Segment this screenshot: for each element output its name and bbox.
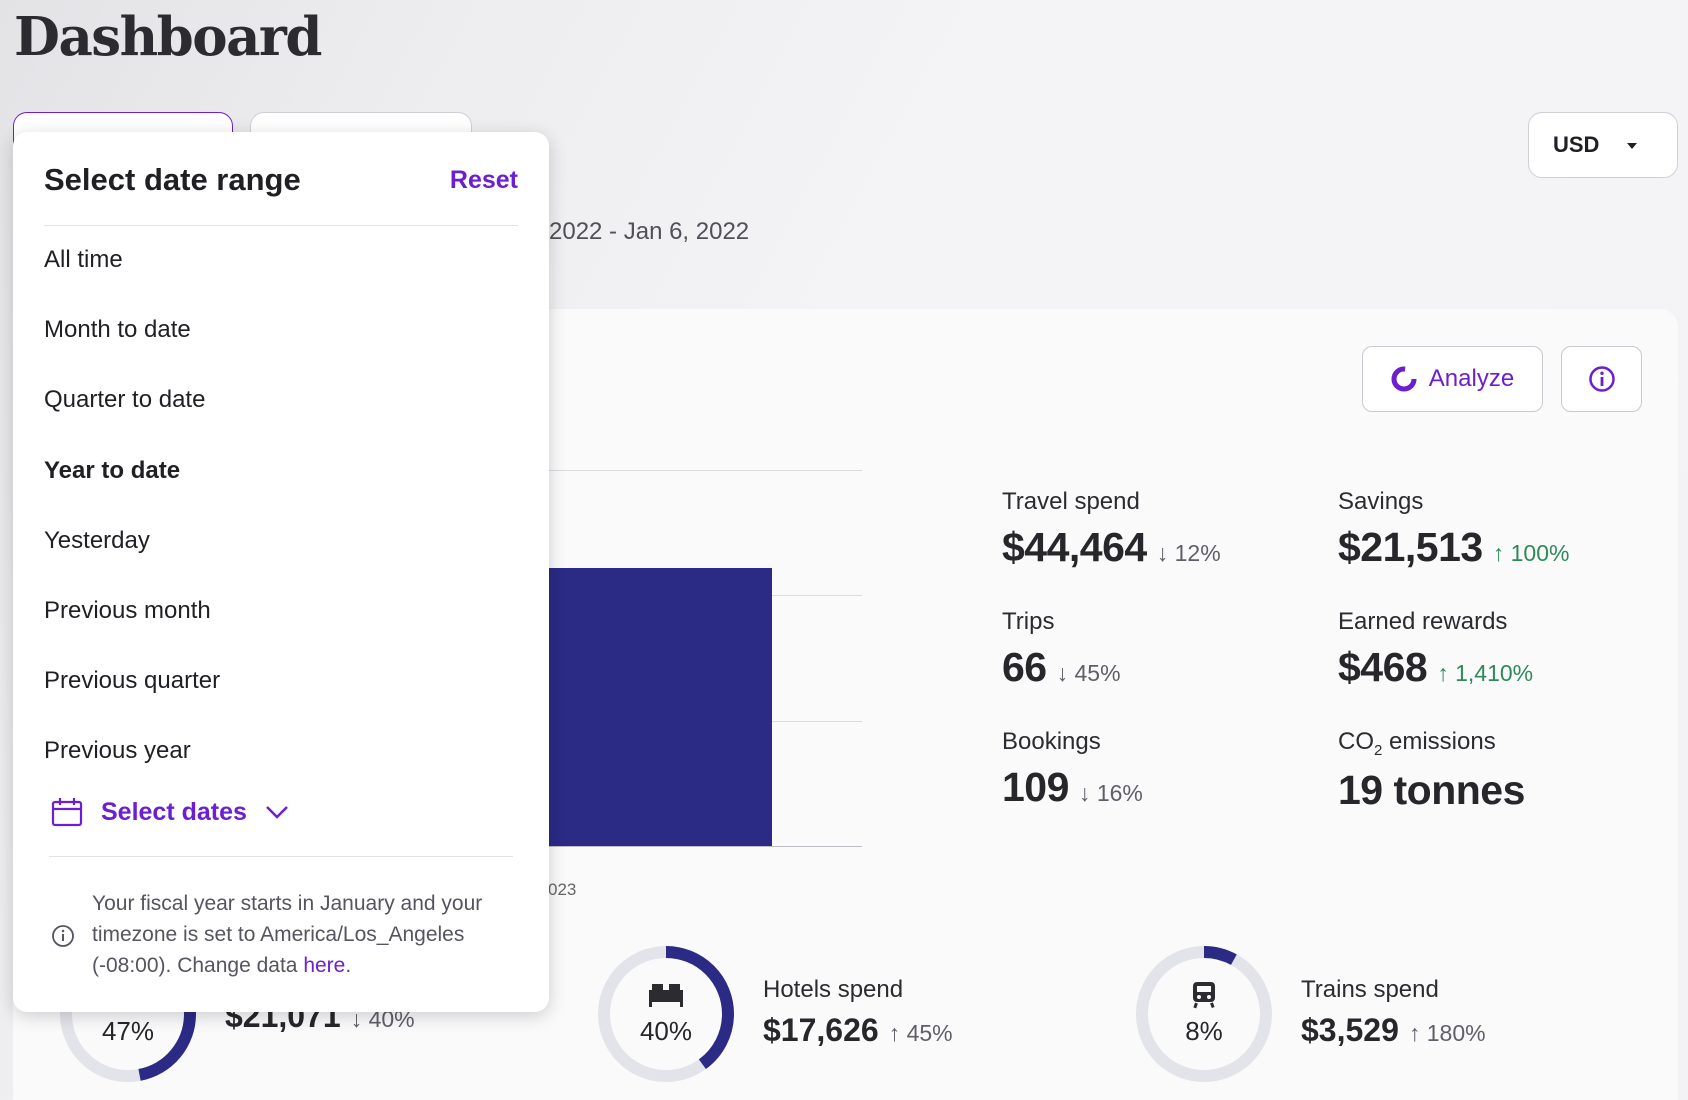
caret-down-icon: [1627, 143, 1637, 149]
chart-baseline: [548, 846, 862, 847]
chevron-down-icon: [266, 806, 288, 819]
page-title: Dashboard: [14, 6, 322, 68]
stat-value: 66: [1002, 644, 1047, 690]
analyze-button[interactable]: Analyze: [1362, 346, 1543, 412]
date-range-dropdown: Select date range Reset All time Month t…: [13, 132, 549, 1012]
date-option-previous-quarter[interactable]: Previous quarter: [44, 667, 221, 694]
arrow-down-icon: ↓: [350, 1006, 363, 1032]
arrow-up-icon: ↑: [1437, 660, 1449, 686]
donut-chart: [1136, 946, 1272, 1082]
stat-change: 16%: [1096, 780, 1143, 806]
breakdown-hotels: Hotels spend $17,626 ↑ 45%: [763, 976, 953, 1049]
analyze-icon: [1391, 366, 1417, 392]
chart-gridline: [548, 470, 862, 471]
breakdown-label: Hotels spend: [763, 976, 904, 1003]
stat-label: Bookings: [1002, 728, 1101, 755]
arrow-up-icon: ↑: [1492, 540, 1505, 566]
chart-bar: [548, 568, 772, 846]
stat-earned-rewards: Earned rewards $468 ↑ 1,410%: [1338, 608, 1533, 691]
train-icon: [1193, 982, 1215, 1009]
info-icon: [1588, 366, 1615, 392]
bed-icon: [649, 984, 683, 1007]
divider: [49, 856, 513, 857]
stat-change: 1,410%: [1455, 660, 1534, 686]
stat-value: 109: [1002, 764, 1069, 810]
stat-co2-emissions: CO2 emissions 19 tonnes: [1338, 728, 1525, 814]
arrow-up-icon: ↑: [1408, 1020, 1421, 1046]
info-button[interactable]: [1561, 346, 1642, 412]
stat-value: $44,464: [1002, 524, 1147, 570]
stat-change: 45%: [1074, 660, 1121, 686]
stat-value: $21,513: [1338, 524, 1483, 570]
arrow-down-icon: ↓: [1078, 780, 1091, 806]
currency-select[interactable]: USD: [1528, 112, 1678, 178]
chart-axis-label: 023: [548, 880, 577, 899]
arrow-down-icon: ↓: [1056, 660, 1069, 686]
arrow-up-icon: ↑: [888, 1020, 901, 1046]
stat-change: 12%: [1174, 540, 1221, 566]
donut-chart: [598, 946, 734, 1082]
breakdown-label: Trains spend: [1301, 976, 1439, 1003]
stat-travel-spend: Travel spend $44,464 ↓ 12%: [1002, 488, 1221, 571]
stat-value: 19 tonnes: [1338, 766, 1525, 813]
calendar-icon: [51, 798, 83, 827]
stat-label: CO2 emissions: [1338, 728, 1496, 759]
date-range-display: 2022 - Jan 6, 2022: [549, 218, 750, 245]
breakdown-change: 180%: [1426, 1020, 1486, 1046]
dropdown-title: Select date range: [44, 162, 301, 197]
donut-percent: 47%: [101, 1016, 155, 1046]
date-option-year-to-date[interactable]: Year to date: [44, 457, 181, 484]
breakdown-change: 45%: [906, 1020, 953, 1046]
stat-trips: Trips 66 ↓ 45%: [1002, 608, 1121, 691]
stat-label: Travel spend: [1002, 488, 1140, 515]
currency-value: USD: [1553, 132, 1600, 157]
analyze-label: Analyze: [1428, 365, 1515, 392]
arrow-down-icon: ↓: [1156, 540, 1169, 566]
breakdown-trains: Trains spend $3,529 ↑ 180%: [1301, 976, 1486, 1049]
date-option-previous-year[interactable]: Previous year: [44, 737, 191, 764]
stat-label: Trips: [1002, 608, 1055, 635]
date-option-previous-month[interactable]: Previous month: [44, 597, 211, 624]
date-option-yesterday[interactable]: Yesterday: [44, 527, 150, 554]
donut-percent: 8%: [1185, 1016, 1223, 1046]
breakdown-value: $3,529: [1301, 1012, 1399, 1048]
stat-bookings: Bookings 109 ↓ 16%: [1002, 728, 1143, 811]
donut-percent: 40%: [639, 1016, 693, 1046]
breakdown-value: $17,626: [763, 1012, 879, 1048]
stat-value: $468: [1338, 644, 1428, 690]
stat-change: 100%: [1510, 540, 1570, 566]
info-icon: [52, 925, 74, 947]
date-option-all-time[interactable]: All time: [44, 246, 123, 273]
divider: [44, 225, 518, 226]
change-data-link[interactable]: here: [303, 954, 346, 977]
select-dates-label: Select dates: [101, 797, 247, 826]
stat-label: Savings: [1338, 488, 1424, 515]
date-option-quarter-to-date[interactable]: Quarter to date: [44, 386, 206, 413]
stat-savings: Savings $21,513 ↑ 100%: [1338, 488, 1569, 571]
stat-label: Earned rewards: [1338, 608, 1508, 635]
date-option-month-to-date[interactable]: Month to date: [44, 316, 191, 343]
fiscal-year-note: Your fiscal year starts in January and y…: [92, 892, 483, 977]
select-dates-toggle[interactable]: Select dates: [51, 797, 289, 827]
reset-button[interactable]: Reset: [449, 166, 518, 194]
